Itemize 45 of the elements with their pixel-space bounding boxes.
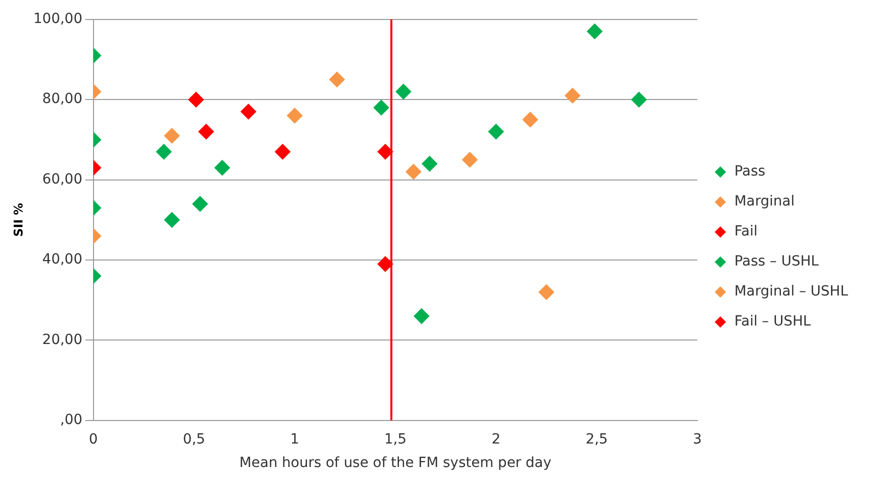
y-tick-label: 40,00 <box>42 252 82 268</box>
x-tick-label: 2 <box>492 431 500 448</box>
x-tick-label: 1 <box>290 431 300 448</box>
point <box>405 164 422 180</box>
point <box>192 196 208 212</box>
point <box>488 124 504 140</box>
y-tick-label: ,00 <box>60 412 82 428</box>
point <box>198 124 214 140</box>
point <box>328 72 345 88</box>
y-tick-label: 100,00 <box>33 11 82 28</box>
point <box>564 88 581 104</box>
legend-label: Marginal – USHL <box>734 284 848 300</box>
x-tick-label: 3 <box>692 431 702 448</box>
point <box>188 92 204 108</box>
point <box>538 284 554 300</box>
legend-label: Pass <box>734 164 766 180</box>
point <box>630 92 647 108</box>
x-tick-label: 0,5 <box>182 431 206 448</box>
point <box>373 100 390 116</box>
point <box>522 112 538 128</box>
y-axis-title: SII % <box>11 203 26 237</box>
point <box>586 23 603 40</box>
legend-label: Marginal <box>734 194 795 210</box>
y-tick-label: 80,00 <box>42 91 82 108</box>
x-tick-label: 1,5 <box>384 431 406 448</box>
point <box>462 152 478 168</box>
y-tick-label: 60,00 <box>42 171 82 188</box>
x-axis-title: Mean hours of use of the FM system per day <box>239 455 552 472</box>
point <box>274 144 291 160</box>
y-tick-label: 20,00 <box>42 332 82 348</box>
point <box>377 256 394 272</box>
point <box>377 144 394 160</box>
point <box>414 308 430 324</box>
legend-label: Fail – USHL <box>734 314 812 330</box>
point <box>214 160 230 176</box>
x-tick-label: 0 <box>88 431 98 448</box>
point <box>240 104 256 120</box>
legend-label: Fail <box>734 224 758 240</box>
point <box>164 212 180 228</box>
point <box>422 156 438 172</box>
point <box>156 144 172 160</box>
point <box>286 108 303 124</box>
legend-label: Pass – USHL <box>734 254 819 270</box>
point <box>164 128 180 144</box>
x-tick-label: 2,5 <box>586 431 608 448</box>
